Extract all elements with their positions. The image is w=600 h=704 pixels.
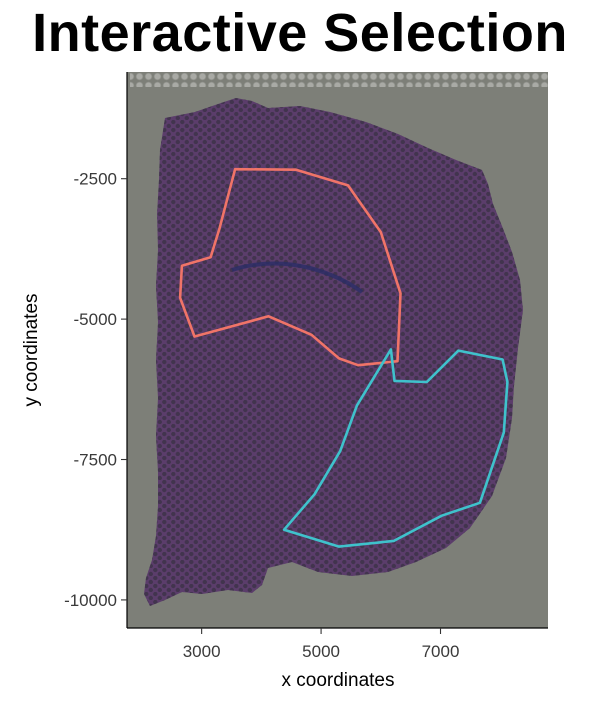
y-tick-label: -2500 bbox=[74, 170, 117, 189]
x-axis-title: x coordinates bbox=[281, 670, 394, 691]
y-axis-title: y coordinates bbox=[21, 293, 42, 406]
page-title: Interactive Selection bbox=[32, 3, 568, 63]
selection-polygon-2[interactable] bbox=[282, 348, 509, 548]
fiducial-strip bbox=[130, 73, 548, 87]
x-tick-label: 3000 bbox=[183, 642, 221, 661]
x-axis: 3000 5000 7000 bbox=[127, 627, 548, 661]
x-tick-label: 5000 bbox=[302, 642, 340, 661]
x-tick-label: 7000 bbox=[422, 642, 460, 661]
selection-polygons[interactable] bbox=[178, 167, 509, 548]
selection-polygon-1[interactable] bbox=[178, 167, 402, 367]
y-tick-label: -10000 bbox=[64, 591, 117, 610]
hippocampus-band bbox=[231, 261, 364, 294]
y-axis: -2500 -5000 -7500 -10000 bbox=[64, 72, 128, 628]
y-tick-label: -7500 bbox=[74, 451, 117, 470]
y-tick-label: -5000 bbox=[74, 310, 117, 329]
